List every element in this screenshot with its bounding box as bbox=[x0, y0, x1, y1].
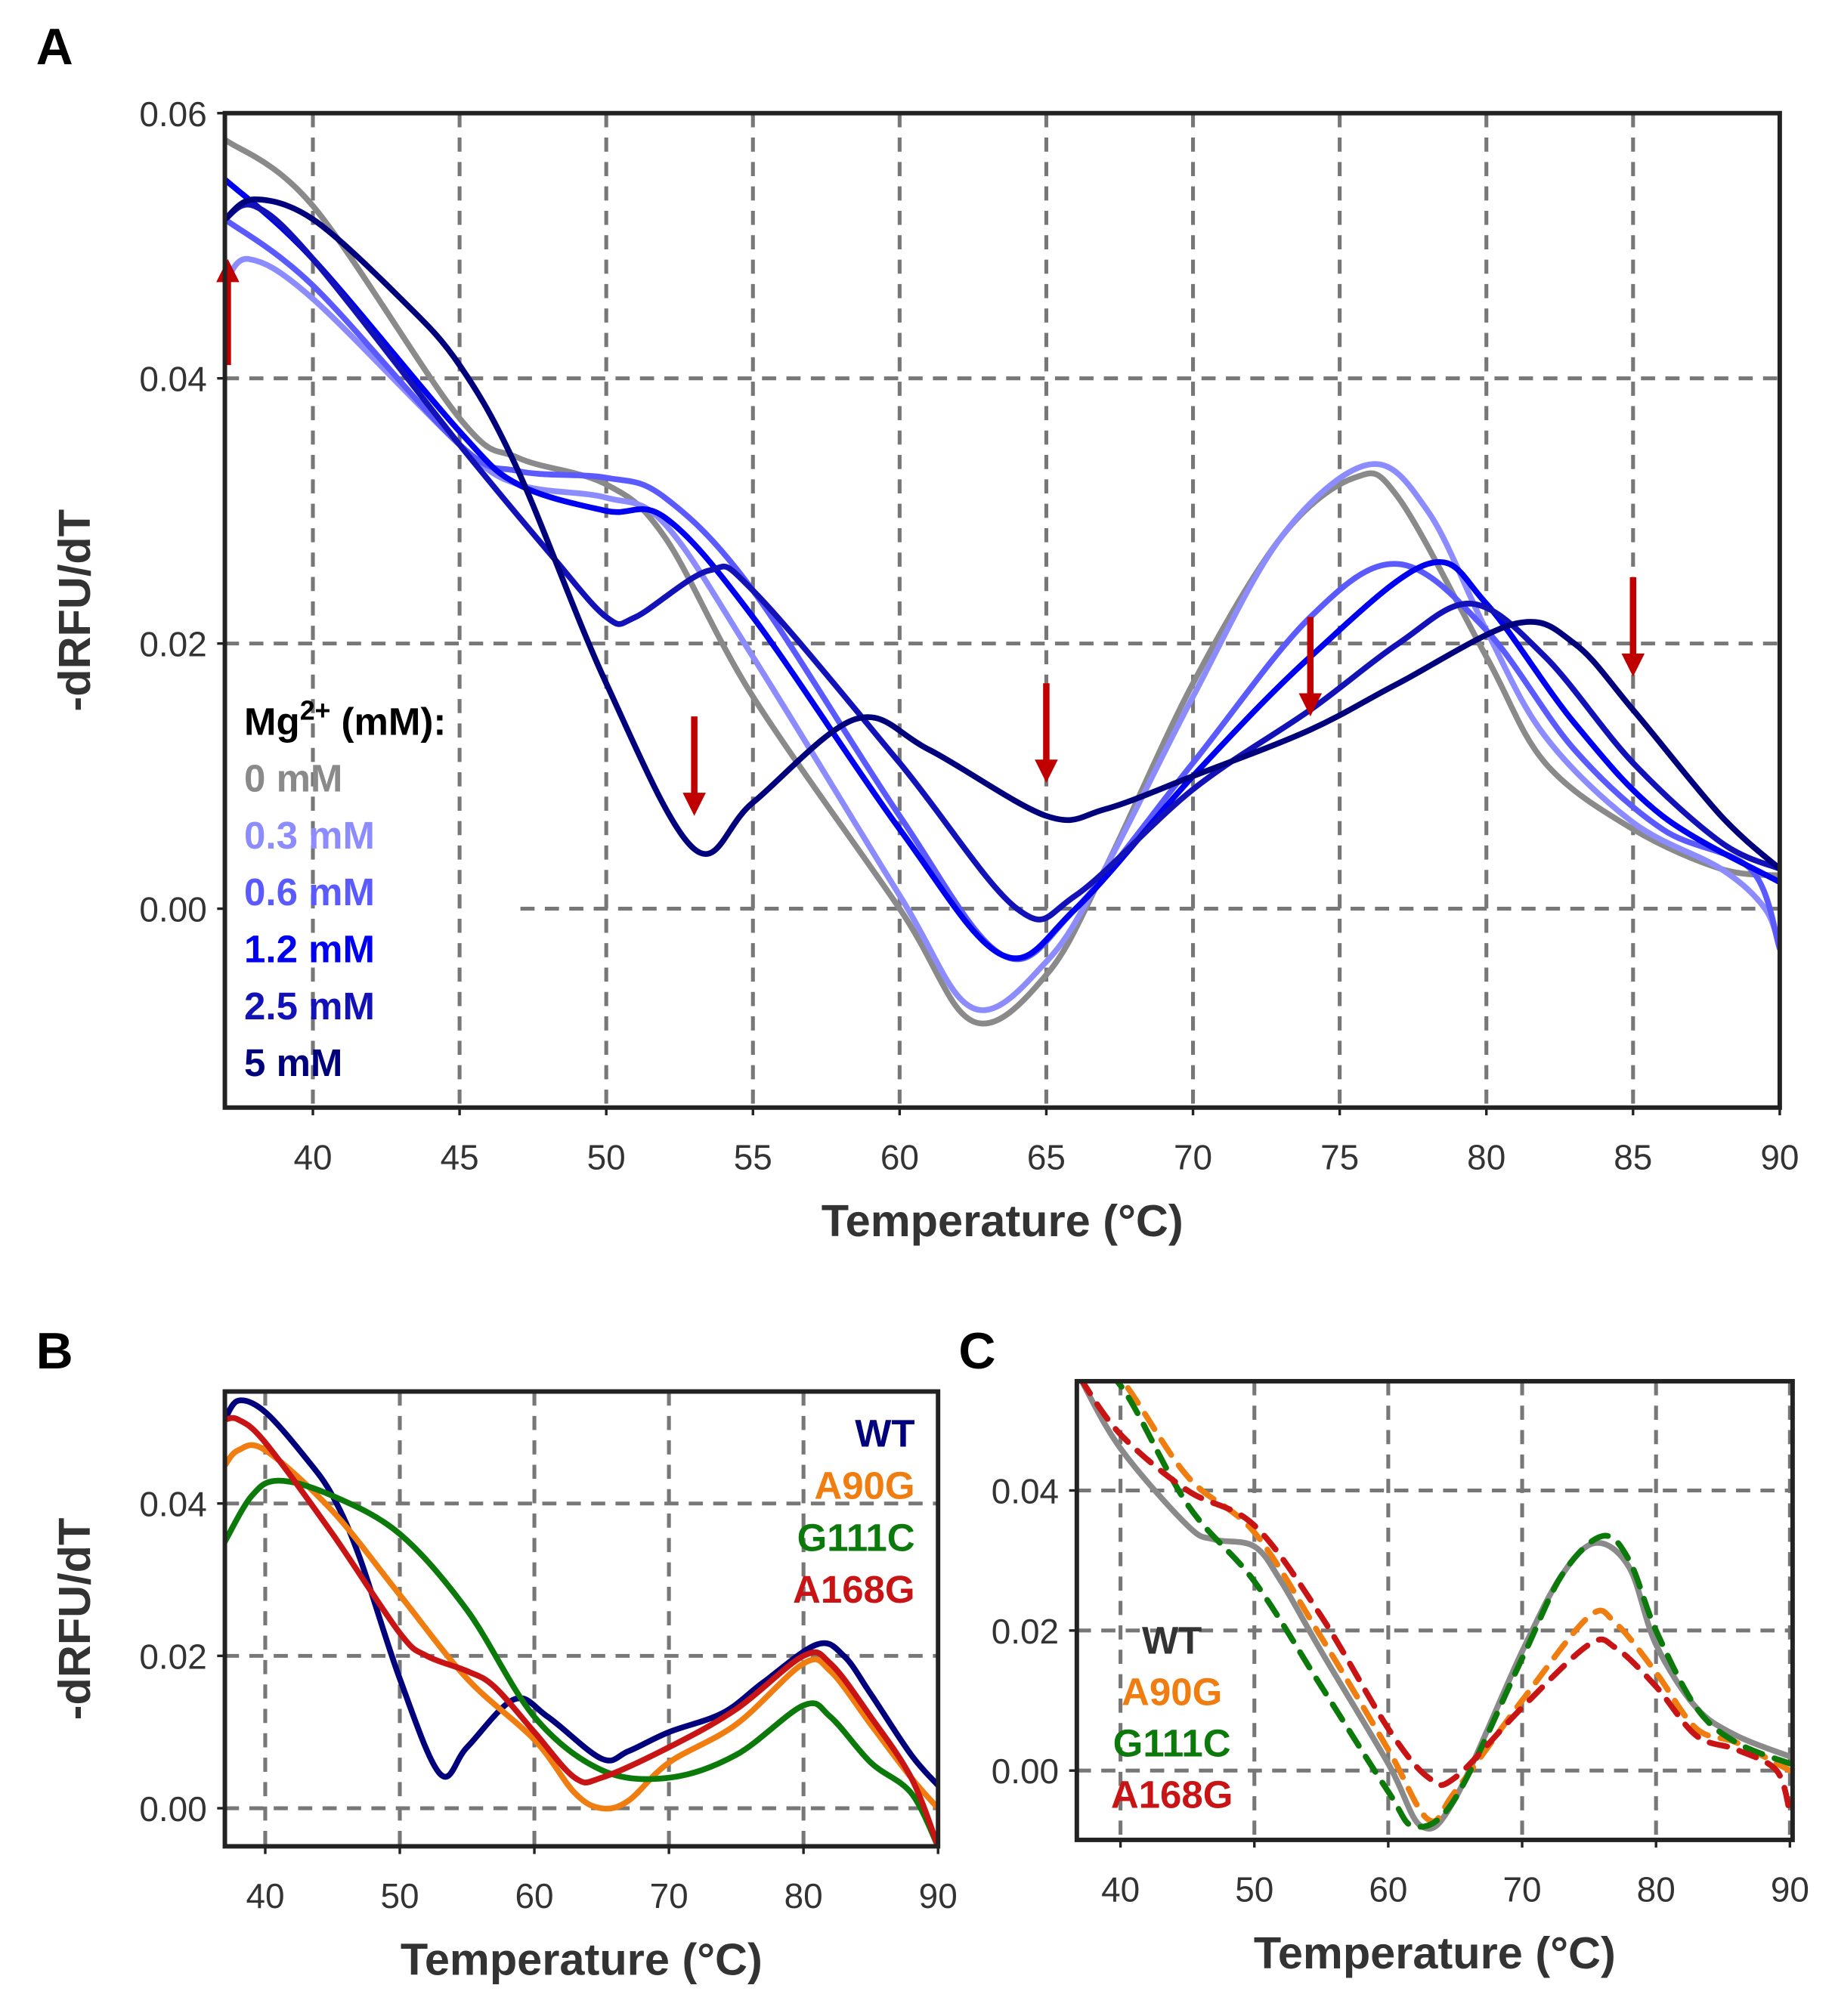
x-axis-label: Temperature (°C) bbox=[1254, 1928, 1616, 1978]
series-group bbox=[224, 136, 1780, 1027]
series-line-2-5-mm bbox=[224, 201, 1780, 923]
x-tick-label: 40 bbox=[246, 1876, 284, 1916]
legend-entry: A168G bbox=[1111, 1773, 1233, 1816]
panel-b-chart: 40 50 60 70 80 90 0.00 0.02 0.04 Temperature (°C)… bbox=[49, 1389, 958, 1984]
legend-title: Mg2+ (mM): bbox=[244, 695, 446, 743]
x-tick-label: 60 bbox=[880, 1137, 919, 1177]
x-tick-label: 85 bbox=[1614, 1137, 1652, 1177]
y-tick-label: 0.00 bbox=[139, 890, 206, 929]
y-tick-label: 0.02 bbox=[139, 1637, 206, 1676]
series-line-a90g bbox=[1119, 1381, 1793, 1824]
legend-entry: 5 mM bbox=[244, 1041, 342, 1084]
y-tick-label: 0.02 bbox=[992, 1612, 1059, 1651]
plot-frame bbox=[222, 1389, 941, 1849]
x-tick-label: 90 bbox=[919, 1876, 958, 1916]
y-axis-label: -dRFU/dT bbox=[49, 509, 100, 712]
arrow-down-icon bbox=[1298, 693, 1323, 717]
x-tick-label: 80 bbox=[1637, 1870, 1676, 1909]
y-tick-label: 0.04 bbox=[139, 1485, 206, 1524]
series-line-g111c bbox=[224, 1477, 939, 1847]
legend-entry: 2.5 mM bbox=[244, 985, 375, 1028]
series-line-wt bbox=[1078, 1381, 1793, 1832]
legend-entry: 0.6 mM bbox=[244, 870, 375, 914]
legend-entry: WT bbox=[1142, 1619, 1202, 1662]
x-tick-label: 65 bbox=[1027, 1137, 1066, 1177]
x-tick-label: 70 bbox=[1503, 1870, 1542, 1909]
x-tick-label: 60 bbox=[1369, 1870, 1407, 1909]
series-line-a168g bbox=[1078, 1381, 1793, 1816]
legend-entry: 1.2 mM bbox=[244, 927, 375, 970]
panel-c-chart: 40 50 60 70 80 90 0.00 0.02 0.04 Temperature (°C)… bbox=[992, 1378, 1809, 1978]
legend-entry: 0 mM bbox=[244, 757, 342, 800]
arrow-down-icon bbox=[682, 793, 706, 816]
y-tick-label: 0.00 bbox=[139, 1789, 206, 1829]
y-axis-label: -dRFU/dT bbox=[49, 1518, 100, 1721]
plot-frame bbox=[1074, 1378, 1795, 1842]
x-tick-label: 55 bbox=[734, 1137, 772, 1177]
x-tick-label: 80 bbox=[1467, 1137, 1505, 1177]
series-line-a168g bbox=[224, 1415, 939, 1847]
series-line-g111c bbox=[1112, 1381, 1793, 1830]
x-tick-label: 75 bbox=[1320, 1137, 1359, 1177]
legend-title-rest: (mM): bbox=[330, 700, 446, 744]
y-tick-label: 0.04 bbox=[139, 360, 206, 399]
x-tick-label: 90 bbox=[1771, 1870, 1809, 1909]
legend-title-superscript: 2+ bbox=[300, 695, 331, 725]
legend-entry: A90G bbox=[1122, 1670, 1222, 1713]
x-tick-label: 90 bbox=[1760, 1137, 1799, 1177]
x-tick-label: 60 bbox=[515, 1876, 554, 1916]
legend-title-main: Mg bbox=[244, 700, 300, 744]
x-tick-label: 40 bbox=[1101, 1870, 1140, 1909]
series-group bbox=[224, 1397, 939, 1847]
x-tick-label: 45 bbox=[441, 1137, 479, 1177]
legend-entry: A90G bbox=[814, 1464, 914, 1507]
panel-label-b: B bbox=[36, 1322, 73, 1380]
series-line-5-mm bbox=[224, 196, 1780, 872]
y-tick-label: 0.00 bbox=[992, 1752, 1059, 1791]
arrow-up-icon bbox=[216, 258, 240, 283]
series-line-a90g bbox=[224, 1442, 939, 1812]
x-tick-label: 70 bbox=[1174, 1137, 1212, 1177]
panel-label-a: A bbox=[36, 18, 73, 76]
series-line-1-2-mm bbox=[224, 176, 1780, 962]
series-line-wt bbox=[224, 1397, 939, 1789]
y-tick-label: 0.04 bbox=[992, 1472, 1059, 1511]
series-line-0-mm bbox=[224, 136, 1780, 1027]
legend-entry: WT bbox=[855, 1412, 914, 1455]
x-tick-label: 50 bbox=[587, 1137, 626, 1177]
x-tick-label: 50 bbox=[380, 1876, 419, 1916]
panel-label-c: C bbox=[958, 1322, 995, 1380]
x-tick-label: 70 bbox=[650, 1876, 689, 1916]
arrow-down-icon bbox=[1621, 653, 1645, 677]
x-tick-label: 50 bbox=[1235, 1870, 1273, 1909]
x-tick-label: 80 bbox=[784, 1876, 823, 1916]
x-tick-label: 40 bbox=[293, 1137, 332, 1177]
legend-entry: A168G bbox=[793, 1568, 915, 1611]
y-tick-label: 0.02 bbox=[139, 625, 206, 664]
legend-entry: G111C bbox=[797, 1516, 915, 1559]
panel-a-chart: 40 45 50 55 60 65 70 75 80 85 90 0.00 0.02 0.04 0.06 Te… bbox=[49, 94, 1799, 1246]
series-group bbox=[1078, 1381, 1793, 1832]
legend-entry: 0.3 mM bbox=[244, 814, 375, 857]
x-axis-label: Temperature (°C) bbox=[822, 1195, 1184, 1246]
x-axis-label: Temperature (°C) bbox=[401, 1934, 763, 1984]
legend-entry: G111C bbox=[1113, 1721, 1231, 1764]
plot-frame bbox=[222, 110, 1782, 1110]
y-tick-label: 0.06 bbox=[139, 94, 206, 134]
arrow-down-icon bbox=[1035, 759, 1058, 783]
